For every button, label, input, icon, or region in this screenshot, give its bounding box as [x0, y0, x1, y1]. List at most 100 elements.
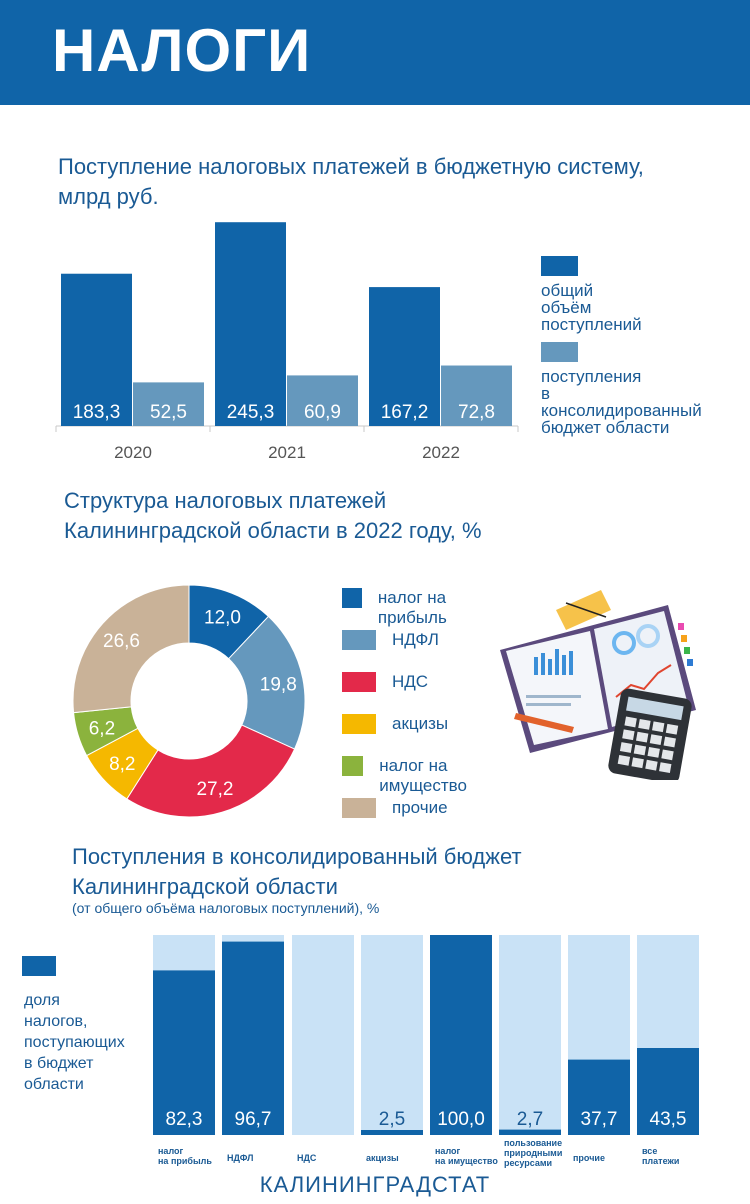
column-share-bar	[153, 970, 215, 1135]
column-value-label: 37,7	[581, 1109, 618, 1130]
legend-label: поступления	[541, 367, 642, 386]
bar-value-label: 72,8	[458, 402, 495, 423]
legend-label-line: области	[24, 1076, 84, 1093]
legend-swatch	[342, 672, 376, 692]
legend-swatch	[342, 756, 364, 776]
bar-value-label: 167,2	[381, 402, 429, 423]
section2-title-line2: Калининградской области в 2022 году, %	[64, 518, 482, 543]
category-label-line: акцизы	[366, 1153, 399, 1163]
category-label-line: все	[642, 1146, 658, 1156]
section3-title-line1: Поступления в консолидированный бюджет	[72, 844, 522, 869]
column-value-label: 82,3	[166, 1109, 203, 1130]
category-label-line: природными	[504, 1148, 563, 1158]
notebook-calculator-illustration	[500, 590, 696, 780]
column-share-bar	[361, 1130, 423, 1135]
legend-label: НДС	[392, 672, 429, 691]
donut-slice-2	[227, 615, 306, 750]
slice-value-label: 8,2	[109, 754, 135, 775]
section1-title: Поступление налоговых платежей в бюджетн…	[58, 152, 644, 212]
column-share-bar	[499, 1129, 561, 1135]
section3-subtitle: (от общего объёма налоговых поступлений)…	[72, 900, 380, 916]
footer-source: КАЛИНИНГРАДСТАТ	[259, 1172, 491, 1197]
bar-value-label: 183,3	[73, 402, 121, 423]
slice-value-label: 6,2	[89, 718, 115, 739]
section2-title-line1: Структура налоговых платежей	[64, 488, 387, 513]
category-label-line: налог	[435, 1146, 461, 1156]
legend-swatch	[342, 798, 376, 818]
category-label-line: налог	[158, 1146, 184, 1156]
legend-swatch	[22, 956, 56, 976]
category-label-line: на прибыль	[158, 1156, 212, 1166]
category-label-line: НДФЛ	[227, 1153, 254, 1163]
legend-item: налог на имущество	[342, 756, 480, 796]
bar-value-label: 60,9	[304, 402, 341, 423]
legend-label: доля налогов, поступающих в бюджет области	[24, 990, 125, 1095]
category-label-line: ресурсами	[504, 1158, 553, 1168]
bar-2021-series2	[287, 375, 358, 426]
page-title: НАЛОГИ	[52, 17, 312, 84]
legend-item: акцизы	[342, 714, 448, 734]
column-background	[499, 935, 561, 1135]
category-label: пользование природными ресурсами	[504, 1138, 570, 1168]
category-label: акцизы	[366, 1153, 432, 1163]
header-banner: НАЛОГИ	[0, 0, 750, 105]
slice-value-label: 27,2	[196, 779, 233, 800]
legend-item: НДС	[342, 672, 428, 692]
legend-item: прочие	[342, 798, 448, 818]
bar-2020-series1	[61, 273, 132, 426]
legend-label: акцизы	[392, 714, 449, 733]
bar-value-label: 245,3	[227, 402, 275, 423]
bar-2022-series1	[369, 287, 440, 426]
category-label: все платежи	[642, 1146, 708, 1166]
category-label: налог на прибыль	[158, 1146, 224, 1166]
column-value-label: 96,7	[235, 1109, 272, 1130]
slice-value-label: 26,6	[103, 631, 140, 652]
bar-value-label: 52,5	[150, 402, 187, 423]
x-tick-label: 2021	[268, 443, 306, 462]
bar-2022-series2	[441, 365, 512, 426]
x-axis	[55, 425, 519, 432]
legend-label: налог на прибыль	[377, 588, 447, 627]
column-share-bar	[430, 935, 492, 1135]
legend-label: поступлений	[541, 315, 642, 334]
section3-title: Поступления в консолидированный бюджет К…	[72, 842, 522, 902]
column-background	[292, 935, 354, 1135]
legend-label: общий объём	[541, 281, 594, 317]
column-value-label: 100,0	[437, 1109, 485, 1130]
column-value-label: 2,7	[517, 1109, 543, 1130]
bar-2020-series2	[133, 382, 204, 426]
legend-item: общий объём поступлений	[541, 256, 642, 333]
column-value-label: 2,5	[379, 1109, 405, 1130]
pen-icon	[514, 713, 574, 733]
category-label-line: платежи	[642, 1156, 680, 1166]
calculator-icon	[608, 688, 692, 780]
column-share-bar	[637, 1048, 699, 1135]
x-tick-label: 2022	[422, 443, 460, 462]
pencil-icon	[556, 590, 611, 630]
slice-value-label: 19,8	[260, 674, 297, 695]
column-value-label: 43,5	[650, 1109, 687, 1130]
legend-item: НДФЛ	[342, 630, 439, 650]
legend-swatch	[541, 342, 578, 362]
legend-label: прочие	[392, 798, 448, 817]
category-label-line: на имущество	[435, 1156, 498, 1166]
section2-title: Структура налоговых платежей Калининград…	[64, 486, 482, 546]
column-share-bar	[222, 941, 284, 1135]
legend-label: в консолидированный	[541, 384, 702, 420]
legend-item: налог на прибыль	[342, 588, 461, 628]
category-label: НДС	[297, 1153, 363, 1163]
category-label-line: НДС	[297, 1153, 317, 1163]
section1-title-line2: млрд руб.	[58, 184, 159, 209]
structure-donut-chart: 12,0 19,8 27,2 8,2 6,2 26,6	[72, 584, 306, 818]
bar-2021-series1	[215, 222, 286, 426]
donut-slice-3	[126, 724, 296, 818]
category-label-line: пользование	[504, 1138, 563, 1148]
category-label-line: прочие	[573, 1153, 605, 1163]
section3-title-line2: Калининградской области	[72, 874, 338, 899]
category-label: налог на имущество	[435, 1146, 501, 1166]
donut-slice-6	[72, 584, 190, 714]
revenue-bar-chart: 183,3 52,5 2020 245,3 60,9 2021 167,2 72,8 2022	[55, 222, 519, 462]
legend-swatch	[541, 256, 578, 276]
column-background	[361, 935, 423, 1135]
legend-swatch	[342, 714, 376, 734]
